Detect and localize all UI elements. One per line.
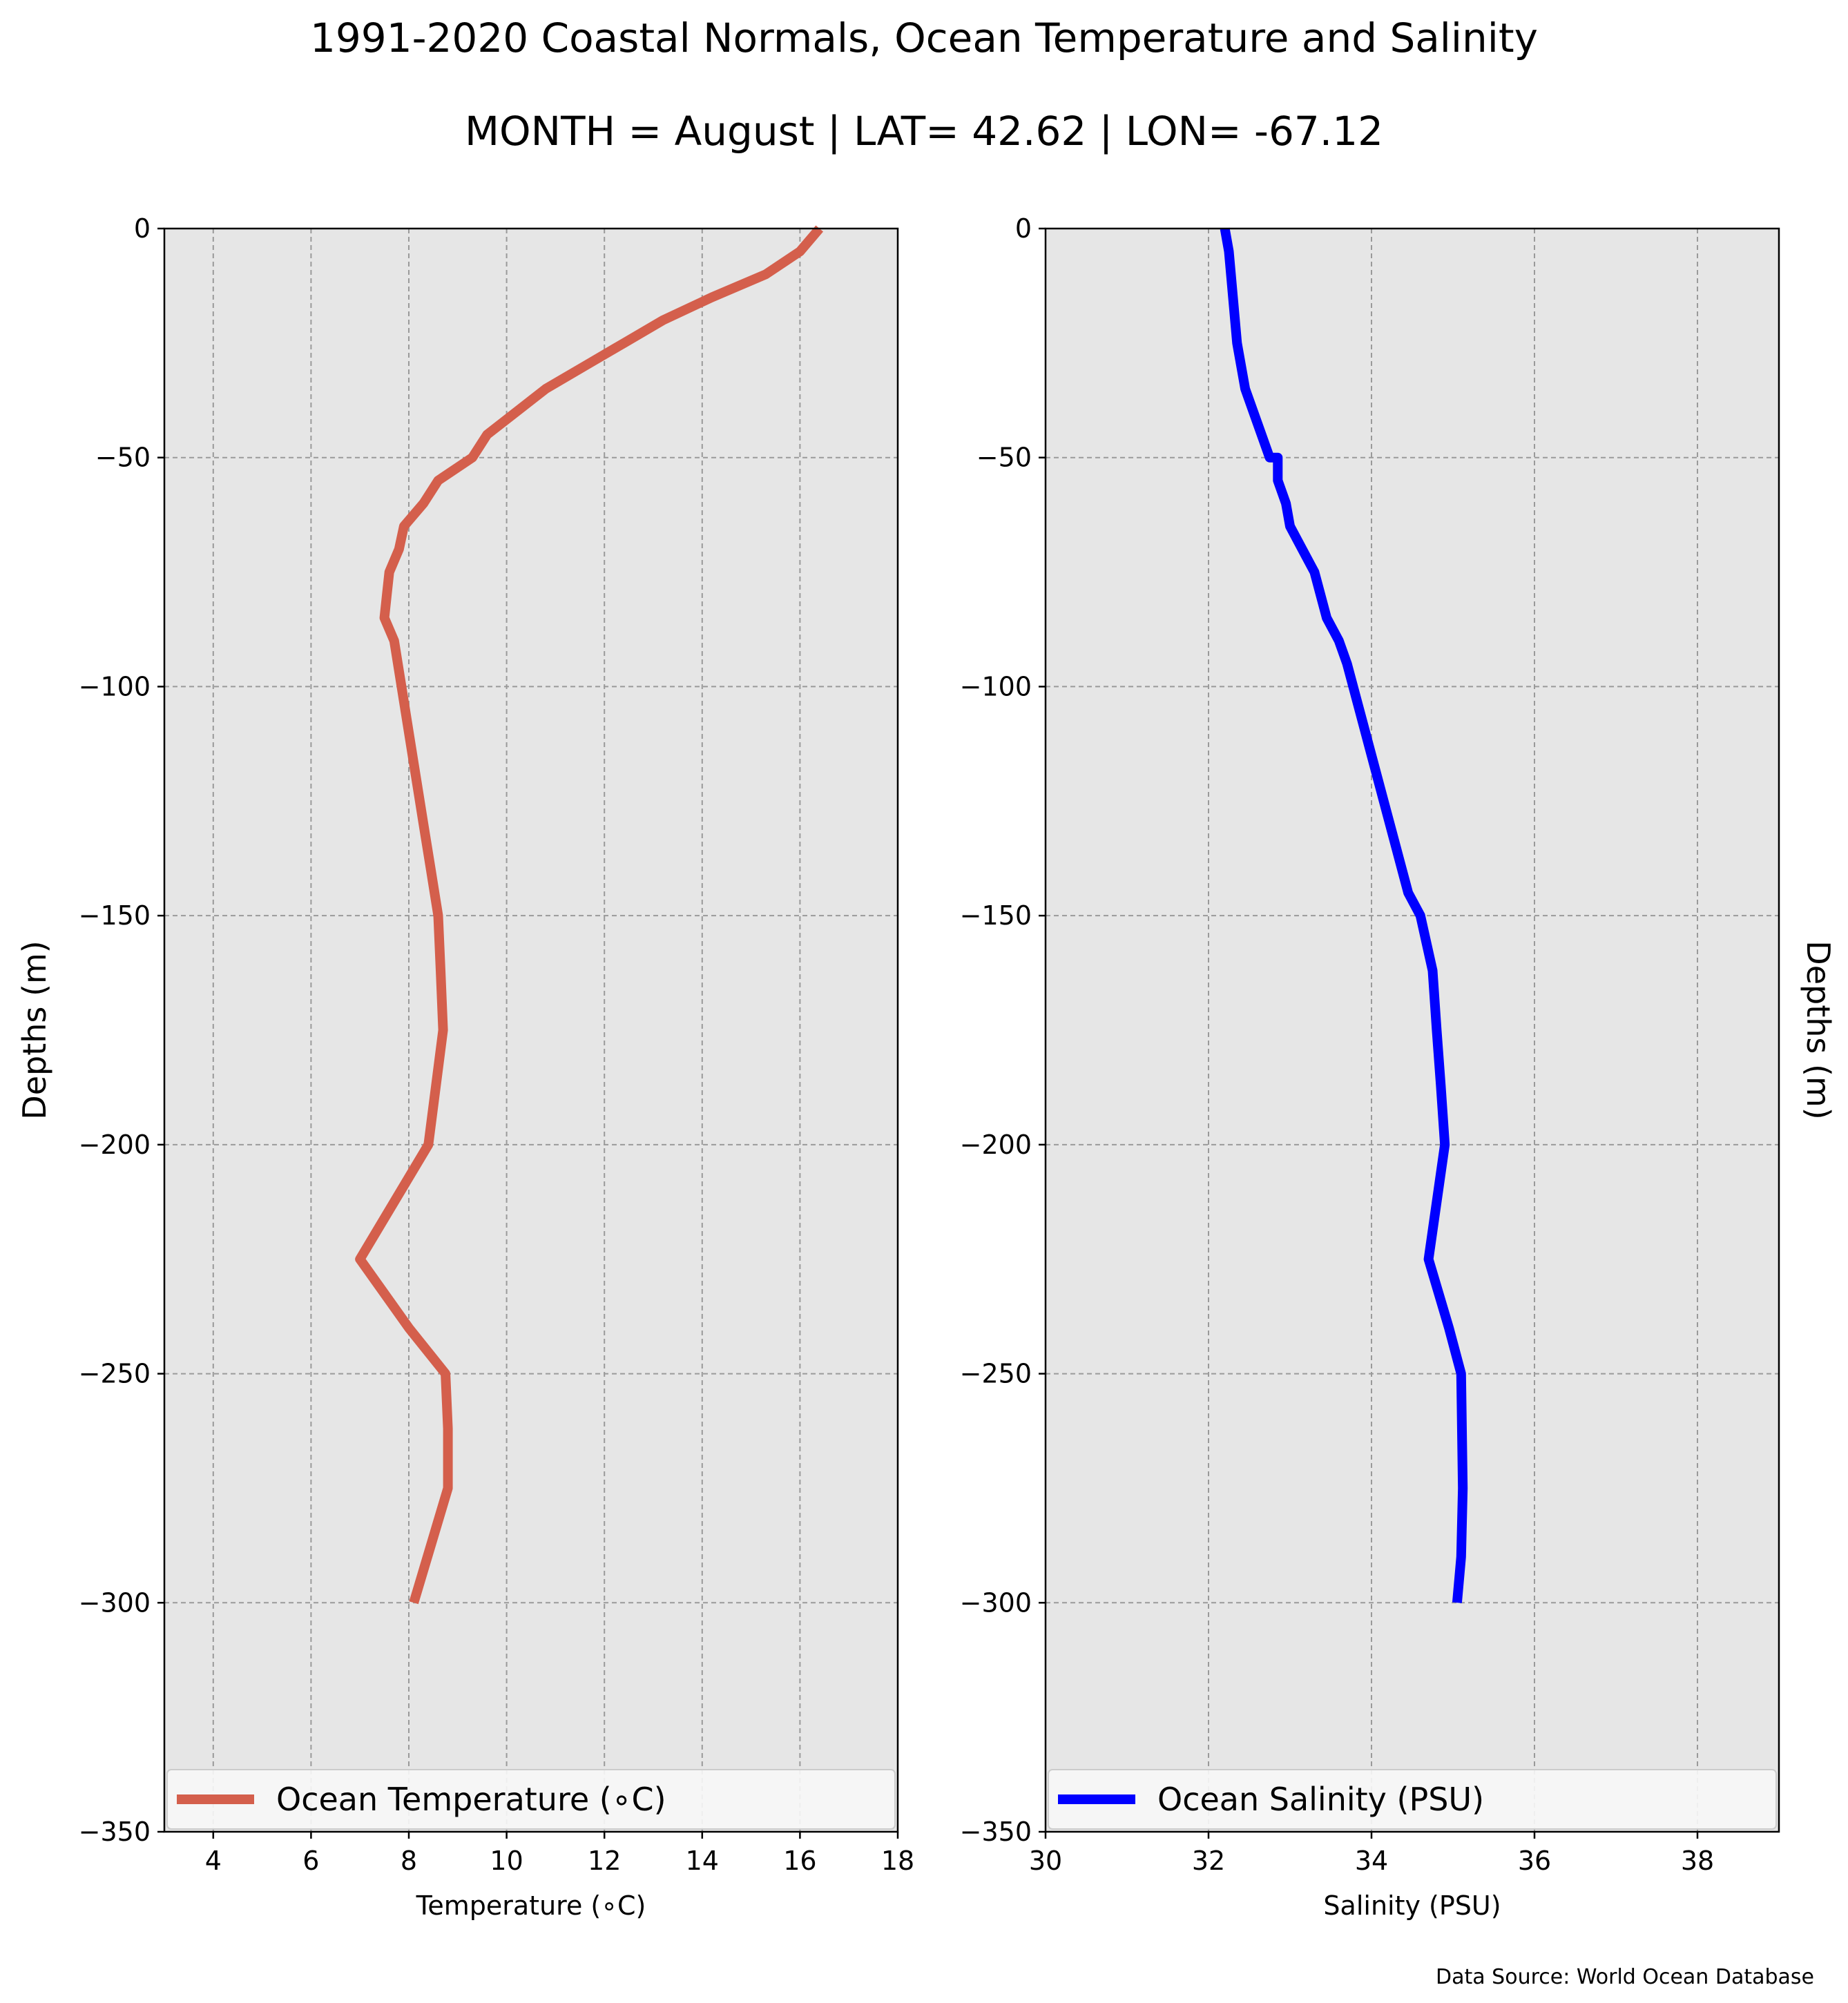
temperature-ytick-label: −50 xyxy=(95,443,151,473)
chart-title: 1991-2020 Coastal Normals, Ocean Tempera… xyxy=(310,14,1538,61)
salinity-xtick-label: 30 xyxy=(1029,1846,1062,1876)
temperature-ytick-label: −350 xyxy=(79,1817,151,1847)
salinity-legend-label: Ocean Salinity (PSU) xyxy=(1157,1781,1484,1818)
salinity-xaxis-label: Salinity (PSU) xyxy=(1323,1890,1501,1921)
temperature-ytick-label: −150 xyxy=(79,900,151,931)
salinity-series-line xyxy=(1220,227,1468,1603)
temperature-xaxis-label: Temperature (∘C) xyxy=(416,1890,646,1921)
temperature-legend: Ocean Temperature (∘C) xyxy=(166,1769,896,1830)
salinity-ytick-label: −300 xyxy=(960,1587,1032,1618)
salinity-ytick-label: −50 xyxy=(976,443,1032,473)
salinity-yaxis-label: Depths (m) xyxy=(1800,940,1837,1119)
temperature-legend-label: Ocean Temperature (∘C) xyxy=(276,1781,666,1818)
temperature-ytick-label: −100 xyxy=(79,671,151,701)
plot-panels: 4 6 8 10 12 14 16 18 0 −50 −100 −150 −200 −250 −300 −35… xyxy=(16,213,1837,1921)
salinity-panel: 30 32 34 36 38 0 −50 −100 −150 −200 −250 −300 −350 Sa… xyxy=(960,213,1837,1921)
temperature-ytick-label: −300 xyxy=(79,1587,151,1618)
temperature-plot-background xyxy=(164,229,898,1832)
salinity-ytick-label: −350 xyxy=(960,1817,1032,1847)
temperature-xtick-label: 10 xyxy=(490,1846,523,1876)
salinity-ytick-label: −250 xyxy=(960,1359,1032,1389)
salinity-legend-box xyxy=(1048,1769,1777,1830)
temperature-yaxis-label: Depths (m) xyxy=(16,940,53,1119)
salinity-xtick-label: 36 xyxy=(1518,1846,1551,1876)
temperature-xtick-label: 16 xyxy=(783,1846,816,1876)
temperature-panel: 4 6 8 10 12 14 16 18 0 −50 −100 −150 −200 −250 −300 −35… xyxy=(16,213,914,1921)
salinity-plot-background xyxy=(1046,229,1779,1832)
salinity-axes-frame xyxy=(1044,227,1780,1833)
salinity-ytick-label: −100 xyxy=(960,671,1032,701)
temperature-xtick-label: 6 xyxy=(302,1846,319,1876)
temperature-xtick-label: 12 xyxy=(588,1846,621,1876)
temperature-axes-frame xyxy=(163,227,899,1833)
salinity-xtick-label: 38 xyxy=(1681,1846,1714,1876)
data-source-note: Data Source: World Ocean Database xyxy=(1436,1965,1814,1989)
temperature-ytick-label: 0 xyxy=(134,213,151,244)
salinity-ytick-label: −150 xyxy=(960,900,1032,931)
salinity-ytick-label: 0 xyxy=(1015,213,1032,244)
temperature-ytick-label: −200 xyxy=(79,1130,151,1160)
salinity-xtick-label: 34 xyxy=(1355,1846,1388,1876)
temperature-xtick-label: 14 xyxy=(686,1846,719,1876)
salinity-xtick-label: 32 xyxy=(1192,1846,1225,1876)
temperature-xtick-label: 8 xyxy=(401,1846,417,1876)
temperature-ytick-label: −250 xyxy=(79,1359,151,1389)
temperature-xtick-label: 4 xyxy=(205,1846,222,1876)
temperature-series-line xyxy=(355,225,824,1605)
chart-subtitle: MONTH = August | LAT= 42.62 | LON= -67.1… xyxy=(465,108,1383,155)
salinity-legend: Ocean Salinity (PSU) xyxy=(1048,1769,1777,1830)
salinity-ytick-label: −200 xyxy=(960,1130,1032,1160)
temperature-xtick-label: 18 xyxy=(881,1846,914,1876)
temperature-legend-box xyxy=(166,1769,896,1830)
